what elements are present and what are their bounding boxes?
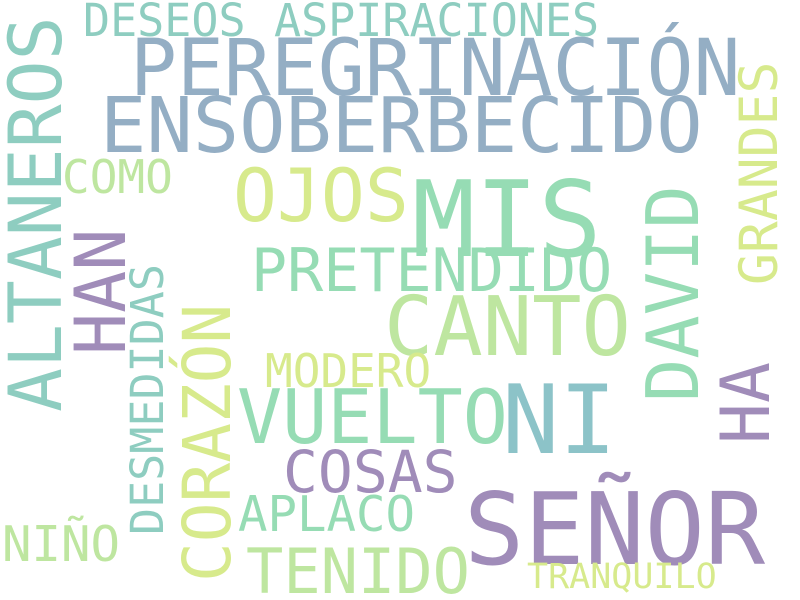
word-grandes: GRANDES xyxy=(729,61,790,285)
word-ojos: OJOS xyxy=(233,154,409,239)
word-david: DAVID xyxy=(631,185,715,402)
word-canto: CANTO xyxy=(384,280,631,375)
word-ha: HA xyxy=(707,362,786,444)
word-desmedidas: DESMEDIDAS xyxy=(121,264,174,535)
word-aplaco: APLACO xyxy=(238,486,416,543)
word-como: COMO xyxy=(62,150,173,204)
word-modero: MODERO xyxy=(265,344,432,398)
word-senor: SEÑOR xyxy=(464,471,766,588)
word-ni: NI xyxy=(502,366,617,476)
word-ensoberbecido: ENSOBERBECIDO xyxy=(100,82,703,171)
word-tenido: TENIDO xyxy=(246,535,470,600)
word-nino: NIÑO xyxy=(2,516,121,573)
word-peregrinacion: PEREGRINACIÓN xyxy=(130,24,741,114)
word-deseos: DESEOS xyxy=(83,0,246,47)
word-corazon: CORAZÓN xyxy=(169,303,246,582)
word-mis: MIS xyxy=(412,159,602,281)
word-cosas: COSAS xyxy=(283,438,458,506)
word-aspiraciones: ASPIRACIONES xyxy=(274,0,600,47)
word-tranquilo: TRANQUILO xyxy=(527,557,717,597)
word-vuelto: VUELTO xyxy=(237,373,508,461)
word-pretendido: PRETENDIDO xyxy=(251,236,613,306)
